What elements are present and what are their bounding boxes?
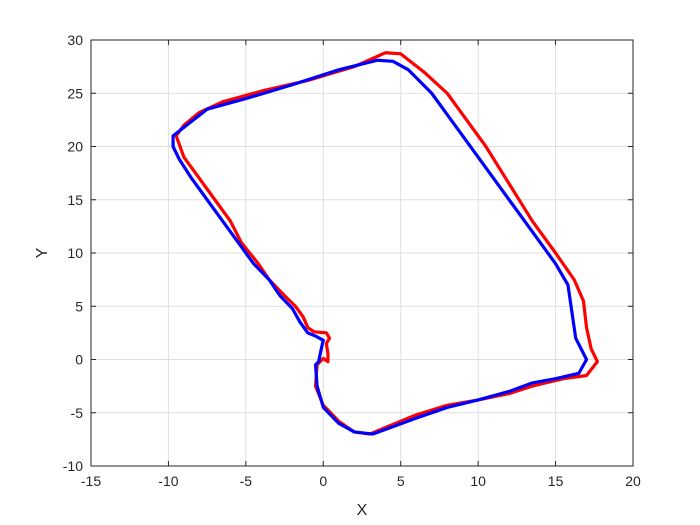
y-tick-label: 5: [75, 298, 83, 314]
series-line-2: [171, 58, 589, 436]
y-tick-label: 15: [67, 192, 83, 208]
x-axis-label: X: [357, 502, 368, 519]
x-tick-label: -10: [158, 473, 178, 489]
y-axis-label: Y: [34, 247, 51, 258]
y-tick-label: 20: [67, 139, 83, 155]
x-tick-label: 15: [548, 473, 564, 489]
y-tick-label: -10: [63, 458, 83, 474]
series-group: [171, 51, 599, 436]
x-tick-label: -5: [240, 473, 253, 489]
x-tick-label: -15: [81, 473, 101, 489]
y-tick-label: -5: [71, 405, 84, 421]
y-tick-label: 10: [67, 245, 83, 261]
grid: [90, 39, 634, 467]
y-tick-label: 25: [67, 85, 83, 101]
y-tick-label: 0: [75, 352, 83, 368]
y-tick-label: 30: [67, 32, 83, 48]
x-tick-label: 5: [397, 473, 405, 489]
series-line-1: [174, 51, 599, 436]
x-tick-label: 0: [319, 473, 327, 489]
x-tick-label: 20: [625, 473, 641, 489]
x-tick-label: 10: [470, 473, 486, 489]
